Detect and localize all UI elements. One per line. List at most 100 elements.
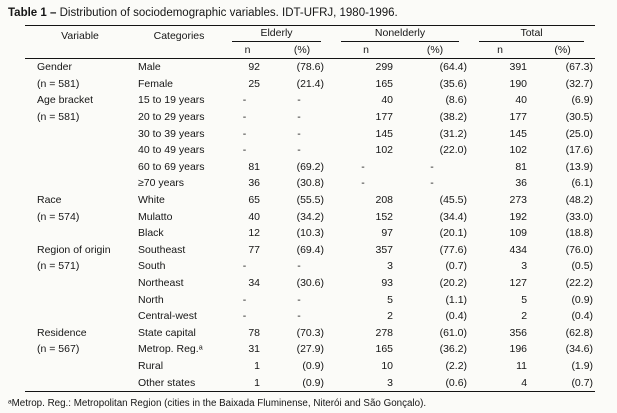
- column-group-total-cell: Total: [470, 26, 595, 42]
- category-cell: Southeast: [138, 243, 186, 256]
- total-pct-cell: (76.0): [565, 243, 594, 256]
- table-row: (n = 567) Metrop. Reg.ᵃ 31 (27.9) 165 (36.2) 1…: [25, 341, 595, 358]
- nonelderly-pct-cell: (77.6): [439, 243, 468, 256]
- category-cell: 60 to 69 years: [138, 160, 205, 173]
- sub-header-empty: [135, 42, 223, 59]
- table-footnote: ᵃMetrop. Reg.: Metropolitan Region (citi…: [8, 397, 427, 409]
- column-group-nonelderly-cell: Nonelderly: [332, 26, 470, 42]
- total-n-cell: 434: [509, 243, 528, 256]
- variable-cell: [25, 125, 135, 142]
- nonelderly-pct-cell: (8.6): [445, 94, 468, 107]
- total-n-cell: 196: [509, 343, 528, 356]
- column-header-total-pct: (%): [530, 42, 596, 59]
- elderly-n-cell: -: [242, 293, 247, 306]
- column-header-elderly-pct: (%): [272, 42, 333, 59]
- variable-cell: (n = 581): [37, 77, 80, 90]
- column-group-total: Total: [479, 27, 585, 42]
- elderly-pct-cell: -: [297, 293, 301, 306]
- table-row: 40 to 49 years - - 102 (22.0) 102 (17.6): [25, 142, 595, 159]
- nonelderly-n-cell: 177: [375, 111, 394, 124]
- table-row: (n = 581) 20 to 29 years - - 177 (38.2) 177 (30…: [25, 109, 595, 126]
- nonelderly-pct-cell: (45.5): [439, 194, 468, 207]
- elderly-pct-cell: (78.6): [296, 61, 325, 74]
- nonelderly-pct-cell: (64.4): [439, 61, 468, 74]
- table-row: Race White 65 (55.5) 208 (45.5) 273 (48.2): [25, 192, 595, 209]
- nonelderly-n-cell: 152: [375, 210, 394, 223]
- total-n-cell: 81: [515, 160, 528, 173]
- variable-cell: (n = 567): [37, 343, 80, 356]
- column-group-elderly-cell: Elderly: [223, 26, 332, 42]
- category-cell: Other states: [138, 376, 196, 389]
- total-pct-cell: (48.2): [565, 194, 594, 207]
- total-n-cell: 127: [509, 277, 528, 290]
- elderly-n-cell: 1: [254, 359, 260, 372]
- table-row: Other states 1 (0.9) 3 (0.6) 4 (0.7): [25, 374, 595, 391]
- nonelderly-n-cell: 165: [375, 77, 394, 90]
- table-row: Rural 1 (0.9) 10 (2.2) 11 (1.9): [25, 358, 595, 375]
- category-cell: Rural: [138, 359, 164, 372]
- nonelderly-pct-cell: (22.0): [439, 144, 468, 157]
- total-n-cell: 109: [509, 227, 528, 240]
- nonelderly-n-cell: 5: [387, 293, 394, 306]
- table-title-label: Table 1 –: [8, 7, 57, 19]
- variable-cell: Region of origin: [37, 243, 111, 256]
- table-title-text: Distribution of sociodemographic variabl…: [59, 7, 398, 19]
- table-row: (n = 574) Mulatto 40 (34.2) 152 (34.4) 192 (33.…: [25, 208, 595, 225]
- total-n-cell: 11: [516, 359, 528, 372]
- nonelderly-pct-cell: (35.6): [439, 77, 468, 90]
- elderly-n-cell: -: [242, 144, 247, 157]
- elderly-n-cell: 92: [248, 61, 260, 74]
- nonelderly-pct-cell: (0.6): [445, 376, 468, 389]
- category-cell: Metrop. Reg.ᵃ: [138, 343, 203, 356]
- variable-cell: [25, 159, 135, 176]
- nonelderly-n-cell: 97: [381, 227, 394, 240]
- nonelderly-n-cell: -: [361, 177, 365, 190]
- category-cell: Black: [138, 227, 164, 240]
- nonelderly-n-cell: 3: [387, 376, 394, 389]
- category-cell: State capital: [138, 326, 196, 339]
- total-pct-cell: (0.4): [571, 310, 594, 323]
- nonelderly-n-cell: 102: [375, 144, 394, 157]
- variable-cell: [25, 275, 135, 292]
- total-n-cell: 356: [509, 326, 528, 339]
- variable-cell: Residence: [37, 326, 87, 339]
- category-cell: Male: [138, 61, 161, 74]
- total-n-cell: 4: [521, 376, 528, 389]
- total-pct-cell: (6.9): [571, 94, 594, 107]
- elderly-pct-cell: -: [297, 111, 301, 124]
- table-row: 30 to 39 years - - 145 (31.2) 145 (25.0): [25, 125, 595, 142]
- total-pct-cell: (6.1): [571, 177, 594, 190]
- elderly-pct-cell: (30.6): [296, 277, 325, 290]
- category-cell: Central-west: [138, 310, 197, 323]
- nonelderly-n-cell: 10: [381, 359, 394, 372]
- elderly-n-cell: 34: [248, 277, 260, 290]
- table-row: Black 12 (10.3) 97 (20.1) 109 (18.8): [25, 225, 595, 242]
- variable-cell: [25, 291, 135, 308]
- variable-cell: [25, 358, 135, 375]
- elderly-n-cell: 36: [248, 177, 260, 190]
- total-pct-cell: (1.9): [571, 359, 594, 372]
- category-cell: 40 to 49 years: [138, 144, 205, 157]
- nonelderly-pct-cell: (61.0): [439, 326, 468, 339]
- nonelderly-n-cell: 3: [387, 260, 394, 273]
- total-pct-cell: (62.8): [565, 326, 594, 339]
- elderly-n-cell: 25: [248, 77, 260, 90]
- category-cell: Mulatto: [138, 210, 173, 223]
- total-n-cell: 36: [515, 177, 528, 190]
- column-group-elderly: Elderly: [232, 27, 322, 42]
- total-n-cell: 40: [515, 94, 528, 107]
- column-header-total-n: n: [470, 42, 531, 59]
- table-row: Residence State capital 78 (70.3) 278 (61.0) 3…: [25, 325, 595, 342]
- column-group-nonelderly: Nonelderly: [341, 27, 460, 42]
- nonelderly-pct-cell: (36.2): [439, 343, 468, 356]
- category-cell: 30 to 39 years: [138, 127, 205, 140]
- total-pct-cell: (13.9): [565, 160, 594, 173]
- elderly-n-cell: -: [242, 127, 247, 140]
- elderly-n-cell: -: [242, 94, 247, 107]
- elderly-pct-cell: (21.4): [296, 77, 325, 90]
- nonelderly-n-cell: 278: [375, 326, 394, 339]
- nonelderly-pct-cell: (20.1): [439, 227, 468, 240]
- total-pct-cell: (25.0): [565, 127, 594, 140]
- variable-cell: [25, 374, 135, 391]
- elderly-pct-cell: (55.5): [296, 194, 325, 207]
